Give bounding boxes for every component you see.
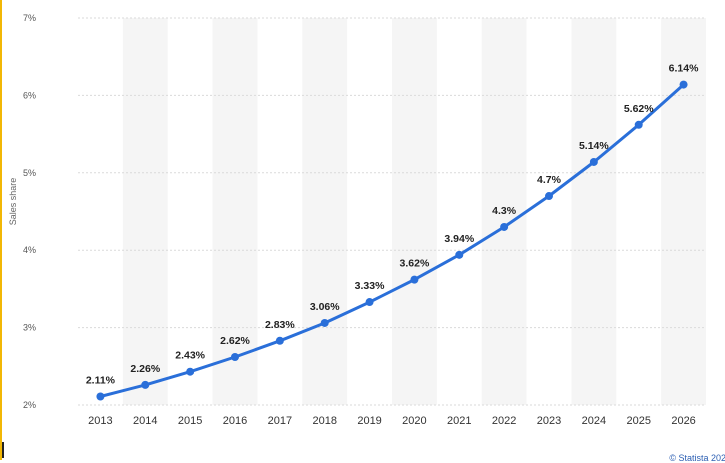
- column-band-2020: [392, 18, 437, 405]
- x-tick-label: 2014: [133, 415, 157, 427]
- data-label-2014: 2.26%: [130, 363, 160, 375]
- data-point-2015: [186, 367, 195, 376]
- data-label-2021: 3.94%: [444, 233, 474, 245]
- data-label-2024: 5.14%: [579, 140, 609, 152]
- data-point-2024: [589, 157, 598, 166]
- x-tick-label: 2021: [447, 415, 471, 427]
- x-tick-label: 2025: [626, 415, 650, 427]
- column-band-2022: [481, 18, 527, 405]
- y-tick-label: 5%: [23, 168, 36, 178]
- data-point-2019: [365, 298, 374, 307]
- x-tick-label: 2016: [223, 415, 247, 427]
- data-point-2013: [96, 392, 105, 401]
- x-tick-label: 2019: [357, 415, 381, 427]
- column-band-2026: [661, 18, 706, 405]
- data-point-2026: [679, 80, 688, 89]
- x-tick-label: 2013: [88, 415, 112, 427]
- x-tick-label: 2022: [492, 415, 516, 427]
- data-label-2025: 5.62%: [624, 103, 654, 115]
- data-point-2025: [634, 120, 643, 129]
- data-label-2017: 2.83%: [265, 319, 295, 331]
- column-band-2024: [571, 18, 617, 405]
- x-tick-label: 2017: [268, 415, 292, 427]
- y-axis-label: Sales share: [8, 178, 18, 226]
- data-labels: 2.11% 2.26% 2.43% 2.62% 2.83% 3.06% 3.33% 3.62%…: [86, 63, 699, 387]
- data-label-2015: 2.43%: [175, 350, 205, 362]
- data-label-2013: 2.11%: [86, 374, 116, 386]
- x-axis-ticks: 2013 2014 2015 2016 2017 2018 2019 2020 2021 2022…: [88, 415, 696, 427]
- data-label-2023: 4.7%: [537, 174, 562, 186]
- x-tick-label: 2020: [402, 415, 426, 427]
- statista-credit[interactable]: © Statista 2021: [669, 453, 725, 463]
- data-label-2026: 6.14%: [669, 63, 699, 75]
- data-label-2016: 2.62%: [220, 335, 250, 347]
- data-point-2020: [410, 275, 419, 284]
- data-label-2018: 3.06%: [310, 301, 340, 313]
- y-tick-label: 7%: [23, 13, 36, 23]
- x-tick-label: 2026: [671, 415, 695, 427]
- data-label-2020: 3.62%: [400, 258, 430, 270]
- y-tick-label: 6%: [23, 90, 36, 100]
- y-tick-label: 3%: [23, 323, 36, 333]
- data-point-2018: [320, 318, 329, 327]
- alternating-bands: [122, 18, 706, 405]
- data-point-2017: [275, 336, 284, 345]
- x-tick-label: 2018: [312, 415, 336, 427]
- column-band-2014: [122, 18, 168, 405]
- data-point-2023: [545, 192, 553, 201]
- column-band-2018: [302, 18, 348, 405]
- data-point-2022: [500, 222, 509, 231]
- y-tick-label: 4%: [23, 245, 36, 255]
- bottom-edge-mark: [2, 442, 4, 458]
- data-points: [96, 80, 688, 401]
- data-label-2019: 3.33%: [355, 280, 385, 292]
- x-tick-label: 2024: [582, 415, 606, 427]
- data-point-2021: [455, 250, 464, 259]
- data-point-2016: [231, 353, 239, 362]
- x-tick-label: 2015: [178, 415, 202, 427]
- y-tick-label: 2%: [23, 400, 36, 410]
- gridlines: [78, 17, 706, 406]
- left-accent-strip: [0, 0, 2, 460]
- column-band-2016: [212, 18, 258, 405]
- x-tick-label: 2023: [537, 415, 561, 427]
- series-line: [98, 83, 686, 398]
- data-label-2022: 4.3%: [492, 205, 517, 217]
- y-axis-ticks: 2% 3% 4% 5% 6% 7%: [23, 13, 36, 410]
- data-point-2014: [141, 380, 150, 389]
